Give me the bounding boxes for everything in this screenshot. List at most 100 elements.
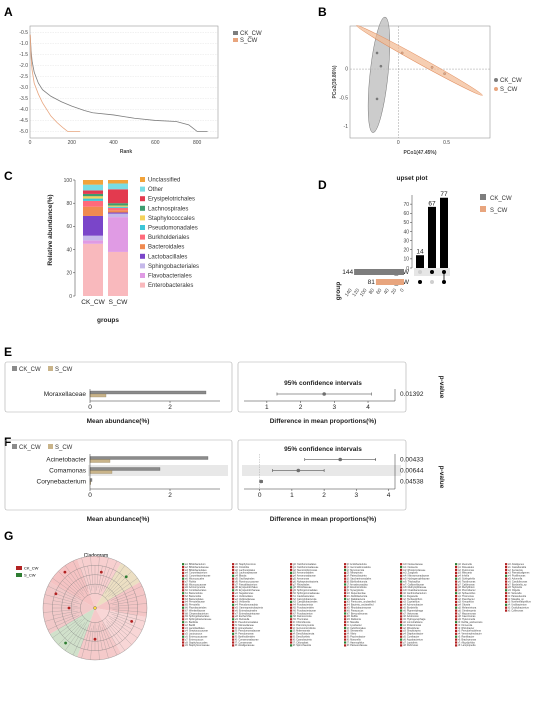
panel-g-label-swatch [232,583,235,586]
panel-e-legend-s-swatch [48,366,53,371]
panel-g-label-swatch [182,589,185,592]
panel-g-label-swatch [290,595,293,598]
panel-c-bar-segment-sphingobacteriales [108,213,128,218]
panel-f-right-frame [237,439,407,511]
panel-g-label-swatch [290,592,293,595]
panel-g-label-swatch [400,603,403,606]
panel-g-taxon-label: g2: Stenotrophomonas [293,569,318,572]
panelF-ci-point [296,468,301,473]
panel-g-label-swatch [455,609,458,612]
panel-g-taxon-label: p0: Ideonella [458,563,472,566]
panel-g-tree-branch [96,628,100,660]
panel-a-line-s_cw [29,34,81,132]
panel-g-label-swatch [232,589,235,592]
panel-a-ytick-label: -2.5 [19,74,28,80]
panel-d-set-xtick-label: 100 [359,288,369,298]
panel-g-taxon-label: c4: Streptococcaceae [185,630,209,633]
panelF-left-xtick-label: 0 [88,492,92,499]
panel-g-label-swatch [400,600,403,603]
panel-g-taxon-label: g1: Xanthomonadaceae [293,566,319,569]
panel-d-set-xtick-label: 60 [375,288,383,296]
panel-b-ytick-label: -0.5 [339,95,348,101]
panel-g-taxon-label: k2: Dadabacteria [347,598,366,601]
panel-g-label-swatch [232,580,235,583]
panel-g-label-swatch [400,618,403,621]
panel-g-label-swatch [455,603,458,606]
panel-g-tree-branch [43,609,75,613]
panel-f-letter: F [4,435,11,449]
panel-f-legend: CK_CW S_CW [12,444,73,451]
panel-c-bar-segment-bacteroidales [108,210,128,213]
panel-e-xlabel-right: Difference in mean proportions(%) [270,418,377,425]
panel-g-taxon-label: h1: Caulobacterales [293,595,315,598]
panel-g-label-swatch [400,580,403,583]
panel-g-label-swatch [344,577,347,580]
panel-g-label-swatch [455,597,458,601]
panel-g-taxon-label: q9: Hylemonella [458,618,476,621]
panel-d-set-xtick-label: 0 [399,288,406,294]
panel-g-label-swatch [505,586,508,589]
panel-g-taxon-label: k1: Abditibacteriota [347,595,368,598]
panel-g-taxon-label: o4: Diaphorobacter [403,633,424,636]
panel-f-legend-ck-swatch [12,444,17,449]
panel-g-label-swatch [344,612,347,615]
panel-g-taxon-label: m1: Neisseria [403,566,418,569]
panel-g-taxon-label: m6: Thiobacillus [403,580,421,583]
panel-g-taxon-label: r2: Rhizobacter [458,627,474,630]
panel-a-xtick-label: 600 [151,140,160,146]
panel-g-label-swatch [344,600,347,603]
panel-c-legend-label: Pseudomonadales [148,226,198,232]
panel-g-tree-branch [73,620,88,645]
panel-g-label-swatch [455,638,458,641]
panel-g-tree-branch [72,560,88,593]
panel-g-taxon-label: m2: Rhodocyclaceae [403,569,426,572]
panel-g-label-swatch [232,577,235,580]
panel-g-taxon-label: d4: Blautia [235,575,247,578]
panel-g-label-swatch [344,580,347,583]
panel-g-taxon-label: k7: Brevundimonas [347,612,368,615]
panel-a-line-ck_cw [29,34,208,132]
panel-g-label-swatch [344,592,347,595]
panel-c-legend-label: Lachnospirales [148,206,188,212]
panel-g-label-swatch [182,638,185,641]
panel-g-taxon-label: s7: Bordetella_sp [508,583,527,586]
panel-g-taxon-label: f2: Acinetobacter [235,627,253,630]
panel-g-label-swatch [455,563,458,566]
panelE-category-label: Moraxellaceae [44,391,87,398]
panel-g-tree-branch [102,571,117,596]
panel-g-taxon-label: g6: Alphaproteobacteria [293,580,319,583]
panel-g-taxon-label: j5: Saccharimonadales [346,578,372,581]
panel-g-tree-branch [65,622,86,651]
panel-g-taxon-label: a9: Actinomycetota [185,586,206,589]
panel-a-ytick-label: -4.5 [19,118,28,124]
panel-d-set-size-label: 81 [368,279,376,286]
panel-g-taxon-label: f1: Moraxellaceae [235,624,255,627]
panel-f-legend-ck: CK_CW [19,445,41,451]
panel-c-bar-segment-pseudomonadales [108,206,128,208]
panel-g-label-swatch [344,566,347,569]
panel-g-taxon-label: s0: Alcaligenes [508,563,525,566]
panelF-left-xtick-label: 2 [168,492,172,499]
panel-g-tree-branch [58,618,85,645]
panel-g-taxon-label: f3: Pseudomonadaceae [235,630,261,633]
panel-d-intersection-bar [416,255,424,268]
panel-g-label-swatch [505,597,508,601]
panel-g-taxon-label: f8: Alcaligenaceae [235,644,255,647]
panel-g-tree-branch [112,609,147,613]
panel-g-label-swatch [505,568,508,572]
panel-g-legend: CK_CW S_CW [16,566,39,578]
panel-g-label-swatch [182,609,185,612]
panel-g-label-swatch [455,580,458,583]
panel-c-legend-swatch [140,177,145,182]
panel-d-ytick-label: 10 [403,257,409,263]
panel-g-taxon-label: t6: Collimonas [508,609,524,612]
panel-g-tree-branch [43,603,78,607]
panel-c-bar-segment-flavobacteriales [83,240,103,244]
panel-g-root-node [93,606,97,610]
panel-g-tree-branch [110,585,143,601]
panelF-right-xtick-label: 4 [387,492,391,499]
panel-g-taxon-label: b5: Prevotella [185,604,200,607]
panel-g-taxon-label: r5: Ramlibacter [458,636,474,639]
panelF-bar-ck [89,467,161,471]
